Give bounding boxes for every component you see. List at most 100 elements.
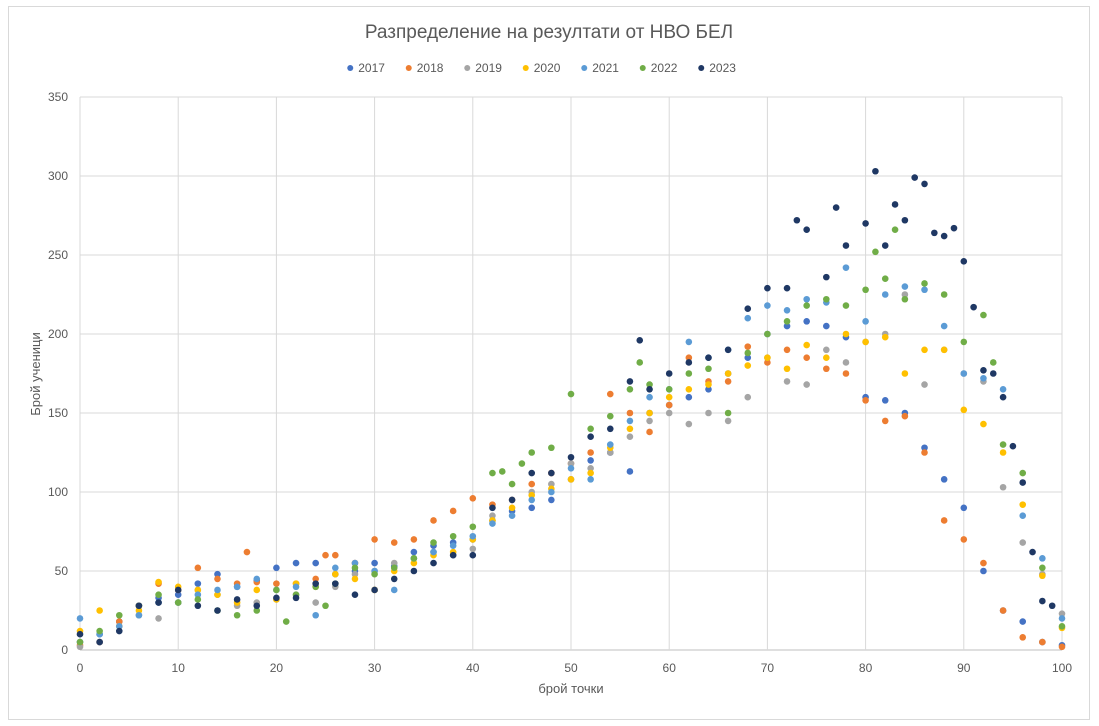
point-2022 — [803, 302, 810, 309]
point-2017 — [174, 591, 182, 598]
point-2023 — [253, 602, 261, 610]
point-2022 — [253, 607, 261, 614]
point-2018 — [312, 575, 319, 583]
point-2023 — [233, 596, 241, 603]
point-2019 — [489, 512, 496, 519]
point-2021 — [921, 286, 928, 294]
point-2021 — [940, 322, 948, 330]
point-2019 — [1019, 539, 1027, 546]
point-2017 — [548, 496, 555, 504]
legend-label: 2020 — [534, 61, 561, 75]
point-2022 — [872, 248, 879, 256]
point-2018 — [322, 551, 329, 559]
legend-marker — [347, 65, 354, 71]
point-2023 — [1009, 442, 1017, 450]
point-2022 — [1058, 623, 1066, 630]
point-2020 — [724, 370, 732, 377]
point-2023 — [430, 559, 437, 567]
point-2019 — [685, 420, 693, 428]
point-2020 — [764, 354, 771, 362]
point-2022 — [705, 365, 712, 373]
point-2019 — [626, 433, 634, 441]
point-2022 — [410, 555, 418, 562]
legend-item-2022: 2022 — [639, 61, 678, 75]
point-2021 — [253, 575, 261, 583]
point-2021 — [351, 559, 359, 567]
point-2023 — [76, 630, 84, 638]
point-2017 — [292, 559, 300, 567]
point-2022 — [881, 275, 889, 283]
point-2022 — [685, 370, 693, 377]
point-2019 — [390, 559, 398, 567]
point-2018 — [764, 359, 771, 366]
point-2021 — [764, 302, 771, 309]
point-2019 — [567, 460, 575, 467]
point-2021 — [76, 615, 84, 622]
point-2021 — [567, 465, 575, 472]
point-2017 — [587, 457, 594, 464]
point-2022 — [518, 460, 526, 467]
point-2021 — [469, 532, 477, 540]
point-2018 — [449, 507, 457, 515]
point-2023 — [626, 378, 634, 385]
point-2023 — [901, 216, 909, 224]
point-2023 — [449, 551, 457, 559]
point-2017 — [528, 504, 536, 512]
point-2019 — [665, 409, 673, 417]
point-2023 — [410, 567, 418, 575]
point-2022 — [498, 468, 506, 475]
point-2020 — [999, 449, 1007, 456]
point-2022 — [606, 412, 614, 420]
point-2022 — [469, 523, 477, 531]
point-2023 — [606, 425, 614, 433]
point-2023 — [1029, 548, 1036, 556]
point-2017 — [410, 548, 418, 556]
point-2020 — [665, 393, 673, 401]
chart-frame — [8, 6, 1090, 720]
point-2021 — [999, 386, 1007, 393]
point-2017 — [1019, 618, 1027, 625]
point-2022 — [194, 596, 202, 603]
point-2020 — [803, 341, 810, 349]
point-2023 — [823, 273, 830, 281]
point-2023 — [842, 242, 850, 249]
x-tick-label: 20 — [270, 661, 284, 675]
point-2023 — [115, 627, 123, 635]
point-2021 — [508, 512, 516, 519]
point-2019 — [606, 449, 614, 456]
point-2020 — [705, 381, 712, 388]
point-2021 — [430, 548, 437, 556]
point-2018 — [842, 370, 850, 377]
point-2022 — [174, 599, 182, 606]
point-2018 — [921, 449, 928, 456]
point-2018 — [724, 378, 732, 385]
point-2018 — [390, 539, 398, 546]
point-2017 — [940, 476, 948, 483]
point-2018 — [881, 417, 889, 425]
point-2020 — [646, 409, 653, 417]
x-tick-label: 100 — [1052, 661, 1072, 675]
point-2018 — [960, 536, 968, 543]
y-tick-label: 250 — [48, 248, 68, 262]
point-2018 — [980, 559, 987, 567]
legend-label: 2022 — [651, 61, 678, 75]
point-2020 — [744, 362, 752, 369]
point-2023 — [793, 216, 801, 224]
point-2021 — [842, 264, 850, 271]
point-2018 — [626, 409, 634, 417]
point-2022 — [626, 386, 634, 393]
point-2022 — [115, 611, 123, 619]
point-2017 — [744, 354, 752, 362]
point-2023 — [390, 575, 398, 583]
point-2020 — [960, 406, 968, 414]
point-2017 — [371, 559, 378, 567]
point-2020 — [823, 354, 830, 362]
point-2020 — [528, 491, 536, 499]
legend-item-2018: 2018 — [405, 61, 444, 75]
point-2023 — [1019, 479, 1027, 486]
point-2021 — [233, 583, 241, 591]
point-2023 — [872, 167, 879, 175]
point-2023 — [724, 346, 732, 354]
legend-item-2023: 2023 — [698, 61, 736, 75]
point-2018 — [587, 449, 594, 456]
